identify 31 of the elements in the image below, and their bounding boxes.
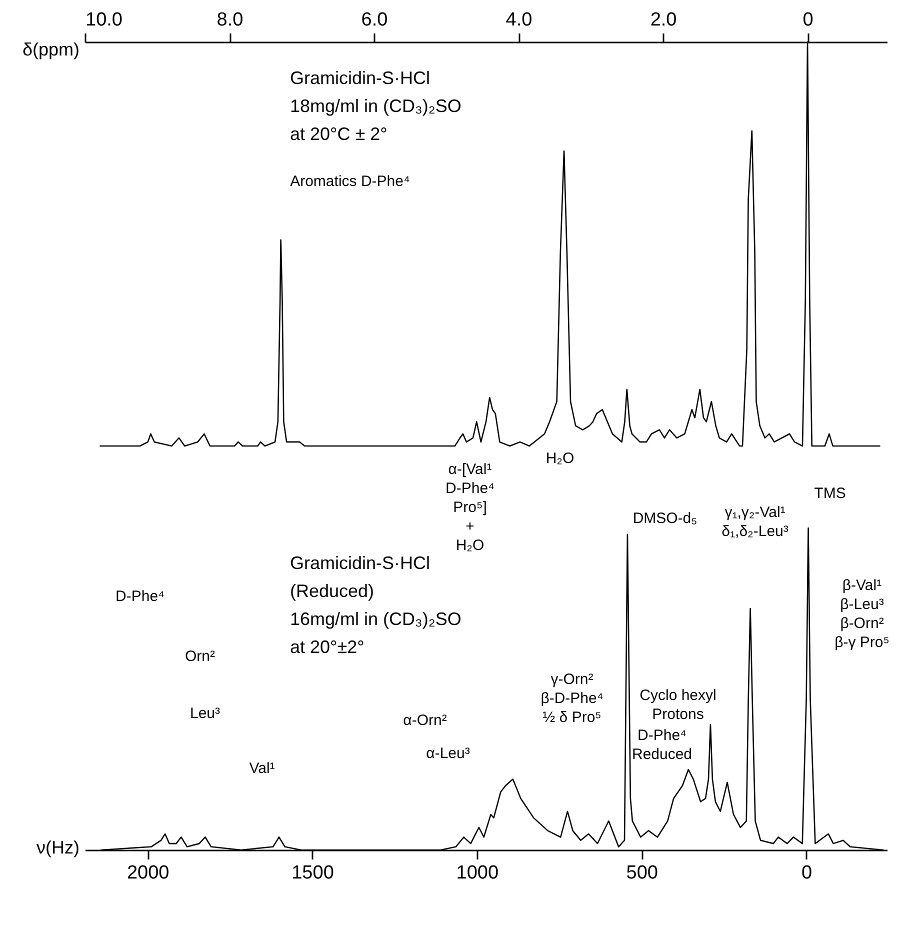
x-tick-label: 10.0	[86, 10, 122, 30]
annotation: γ-Orn² β-D-Phe⁴ ½ δ Pro⁵	[540, 671, 604, 726]
x-axis-title: δ(ppm)	[22, 40, 80, 60]
x-tick-label: 2.0	[650, 10, 677, 30]
x-tick-label: 8.0	[216, 10, 244, 30]
annotation: α-[Val¹ D-Phe⁴ Pro⁵] + H₂O	[446, 461, 494, 554]
text: H₂O	[546, 450, 574, 467]
x-tick-label: 4.0	[506, 10, 532, 30]
x-tick-label: 6.0	[361, 10, 388, 30]
x-tick-label: 1000	[456, 862, 499, 884]
x-tick-label: 500	[626, 862, 658, 884]
annotation: Gramicidin-S·HCl (Reduced) 16mg/ml in (CD₃)₂SO at 20°±2°	[290, 553, 462, 657]
annotation: α-Orn²	[403, 712, 447, 729]
annotation: β-Val¹ β-Leu³ β-Orn² β-γ Pro⁵	[834, 577, 890, 651]
annotation: Gramicidin-S·HCl 18mg/ml in (CD₃)₂SO at 20°C ± 2°	[290, 68, 462, 144]
annotation: D-Phe⁴ Reduced	[632, 727, 692, 763]
x-tick-label: 0	[802, 862, 812, 884]
text: TMS	[814, 485, 846, 502]
x-tick-label: 2000	[126, 862, 170, 884]
x-axis-title: ν(Hz)	[36, 838, 80, 858]
x-tick-label: 1500	[292, 862, 334, 884]
annotation: Val¹	[249, 760, 275, 777]
text: DMSO-d₅	[632, 510, 698, 527]
annotation: γ₁,γ₂-Val¹ δ₁,δ₂-Leu³	[722, 504, 788, 540]
annotation: Leu³	[190, 705, 220, 722]
x-tick-label: 0	[802, 10, 814, 30]
annotation: Aromatics D-Phe⁴	[290, 173, 410, 190]
annotation: D-Phe⁴	[116, 588, 164, 605]
annotation: α-Leu³	[426, 745, 470, 762]
annotation: Cyclo hexyl Protons	[640, 687, 716, 723]
annotation: Orn²	[185, 648, 216, 665]
